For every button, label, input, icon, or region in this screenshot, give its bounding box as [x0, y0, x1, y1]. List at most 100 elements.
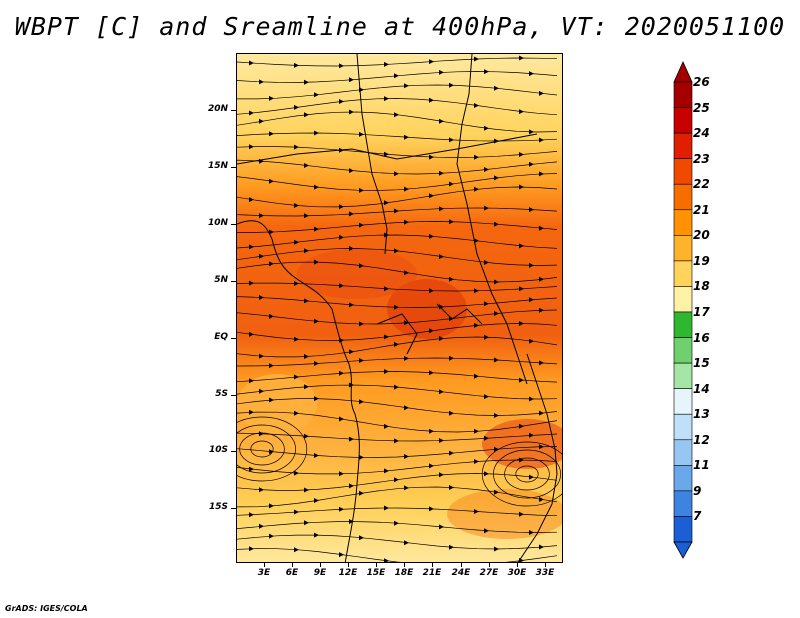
streamline-arrow: [439, 69, 444, 75]
streamline-arrow: [339, 147, 344, 153]
streamline-arrow: [494, 446, 499, 452]
streamline: [237, 296, 558, 308]
streamline-arrow: [484, 394, 489, 400]
streamline-arrow: [529, 338, 534, 344]
streamline-arrow: [539, 444, 544, 450]
streamline-arrow: [249, 110, 254, 116]
streamline-arrow: [494, 546, 499, 552]
streamline-arrow: [359, 358, 364, 363]
vortex-streamline: [237, 424, 296, 474]
streamline-arrow: [294, 374, 299, 380]
streamline-arrow: [449, 181, 454, 187]
streamline-arrow: [269, 533, 274, 539]
colorbar-segment: [673, 388, 693, 415]
colorbar-segment: [673, 183, 693, 211]
streamline-arrow: [529, 207, 534, 213]
streamline-arrow: [519, 109, 524, 115]
x-tick: [292, 563, 293, 567]
x-tick-label: 6E: [285, 568, 299, 578]
coastlines: [237, 54, 558, 562]
y-tick: [231, 224, 236, 225]
streamline-arrow: [529, 262, 534, 268]
streamline-arrow: [439, 170, 444, 176]
streamline-arrow: [359, 321, 364, 327]
colorbar-label: 19: [693, 253, 710, 268]
y-tick: [231, 110, 236, 111]
streamline-arrow: [449, 219, 454, 225]
colorbar-segment: [673, 413, 693, 441]
streamline-arrow: [249, 512, 254, 518]
streamline-arrow: [259, 79, 264, 85]
streamline-arrow: [314, 318, 319, 324]
streamline-arrow: [484, 260, 489, 265]
colorbar-label: 13: [693, 407, 710, 422]
streamline-arrow: [269, 229, 274, 235]
streamline-arrow: [429, 288, 434, 294]
colorbar-label: 7: [693, 509, 702, 524]
colorbar-segment: [673, 516, 693, 543]
streamline-arrow: [539, 307, 544, 313]
streamline: [237, 173, 558, 191]
streamline-arrow: [384, 468, 389, 474]
cool-patch: [237, 374, 317, 434]
streamline-arrow: [519, 184, 524, 190]
streamline-arrow: [449, 485, 454, 490]
streamline-arrow: [384, 200, 389, 206]
streamline-arrow: [484, 435, 489, 441]
colorbar-segment: [673, 439, 693, 466]
streamline-arrow: [249, 280, 254, 286]
map-canvas: [237, 54, 562, 562]
y-tick-label: 15N: [207, 161, 228, 171]
streamline-arrow: [384, 96, 389, 102]
streamline-arrow: [494, 85, 499, 91]
streamline-arrow: [494, 489, 499, 495]
streamline-arrow: [339, 416, 344, 422]
streamline-arrow: [384, 369, 389, 374]
streamline-arrow: [294, 336, 299, 342]
streamline-arrow: [259, 353, 264, 359]
x-tick: [517, 563, 518, 567]
streamline-arrow: [539, 276, 544, 282]
streamline-arrow: [519, 321, 524, 326]
colorbar-label: 22: [693, 177, 710, 192]
streamline-arrow: [349, 77, 354, 83]
streamline-arrow: [394, 477, 399, 483]
streamline-arrow: [529, 161, 534, 167]
streamline-arrow: [259, 523, 264, 529]
hot-patch: [387, 279, 467, 339]
streamline-arrow: [249, 197, 254, 203]
streamline-arrow: [304, 487, 309, 493]
colorbar-label: 20: [693, 228, 710, 243]
colorbar-label: 16: [693, 330, 710, 345]
colorbar-segment: [673, 362, 693, 389]
streamline-arrow: [269, 503, 274, 509]
colorbar-label: 15: [693, 356, 710, 371]
streamline-arrow: [539, 410, 544, 416]
streamline-arrow: [359, 490, 364, 496]
streamline-arrow: [314, 226, 319, 232]
streamline-arrow: [474, 56, 479, 62]
streamline-arrow: [474, 186, 479, 192]
streamline-arrow: [519, 377, 524, 383]
streamline-arrow: [349, 483, 354, 489]
streamline-arrow: [249, 378, 254, 384]
streamline-arrow: [304, 298, 309, 304]
streamlines: [237, 55, 562, 562]
streamline-arrow: [494, 175, 499, 181]
streamline-arrow: [519, 152, 524, 157]
streamline-arrow: [519, 511, 524, 517]
y-tick: [231, 395, 236, 396]
streamline-arrow: [494, 138, 499, 144]
streamline-arrow: [404, 405, 409, 411]
streamline-arrow: [259, 158, 264, 164]
streamline-arrow: [404, 485, 409, 491]
streamline-arrow: [249, 409, 254, 415]
streamline-arrow: [394, 248, 399, 254]
streamline: [237, 384, 558, 400]
streamline-arrow: [304, 433, 309, 439]
streamline-arrow: [494, 279, 499, 285]
streamline-arrow: [349, 302, 354, 308]
streamline-arrow: [249, 466, 254, 472]
x-tick: [264, 563, 265, 567]
x-tick: [348, 563, 349, 567]
